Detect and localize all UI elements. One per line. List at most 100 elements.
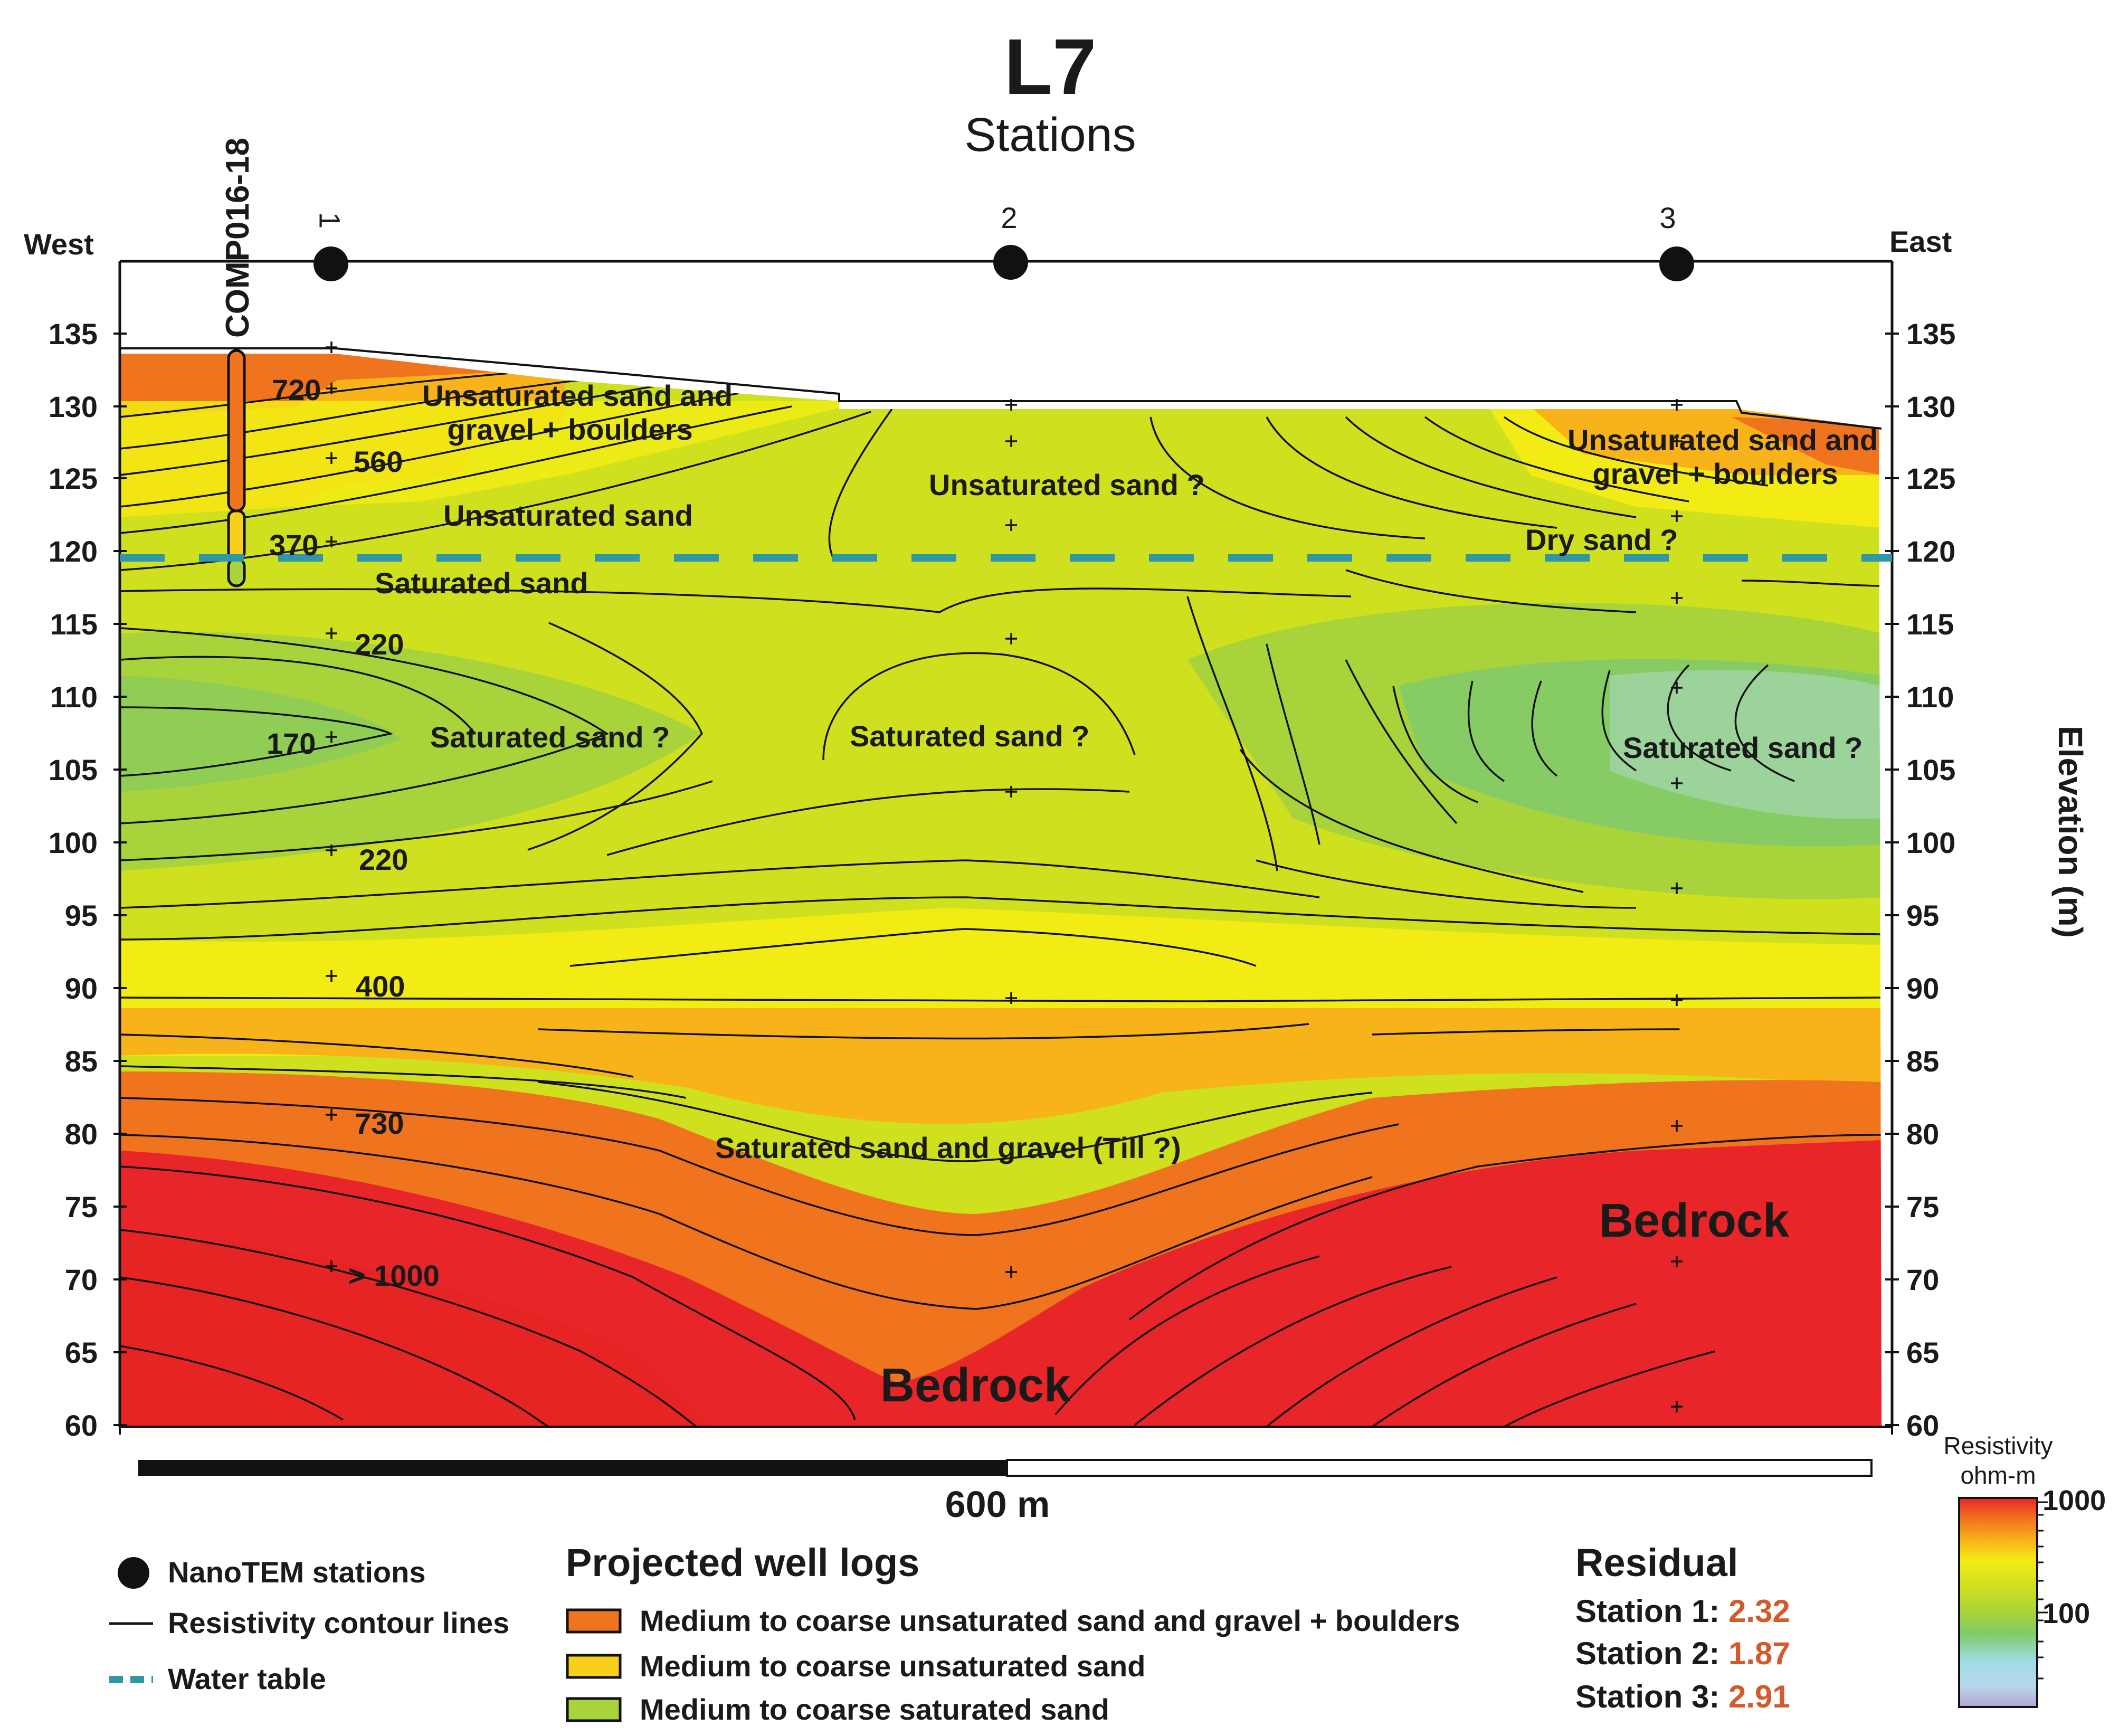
y-tick-left-90: 90 [64,972,98,1005]
residual-label-1: Station 1: [1575,1593,1720,1629]
annotation-line: Unsaturated sand and [422,379,733,412]
colorbar-unit: ohm-m [1960,1462,2036,1489]
y-tick-right-115: 115 [1906,608,1954,641]
y-tick-left-120: 120 [48,535,98,568]
stations-subtitle: Stations [964,109,1136,162]
residual-row-3: Station 3: 2.91 [1575,1678,1790,1715]
legend-stations-label: NanoTEM stations [168,1555,426,1589]
west-label: West [24,227,94,261]
residual-value-1: 2.32 [1728,1593,1790,1629]
contour-label-220-upper: 220 [355,628,404,661]
y-tick-left-75: 75 [64,1190,98,1223]
east-label: East [1889,225,1952,258]
well-log-item-3: Medium to coarse saturated sand [640,1693,1110,1726]
y-tick-left-95: 95 [64,899,98,932]
contour-label-400: 400 [356,970,405,1003]
annotation-dry-sand: Dry sand ? [1525,523,1678,556]
residual-value-3: 2.91 [1728,1679,1790,1714]
annotation-sat-sand-q-center: Saturated sand ? [850,719,1090,753]
y-tick-right-90: 90 [1906,972,1940,1005]
station-number-3: 3 [1659,201,1676,234]
y-tick-left-110: 110 [50,680,98,714]
contour-label-170: 170 [267,727,316,760]
y-tick-right-80: 80 [1906,1117,1940,1151]
annotation-unsat-sand-west: Unsaturated sand [443,499,693,532]
elevation-axis-title: Elevation (m) [2051,726,2089,938]
scale-bar-label: 600 m [945,1484,1050,1525]
station-marker-1 [313,246,348,281]
contour-label-560: 560 [354,445,403,478]
contour-label-over-1000: > 1000 [348,1259,440,1292]
annotation-line: Unsaturated sand and [1567,423,1878,457]
y-tick-right-85: 85 [1906,1045,1940,1078]
y-tick-right-135: 135 [1906,317,1956,350]
annotation-line: gravel + boulders [447,413,693,446]
annotation-bedrock-east: Bedrock [1599,1194,1790,1247]
well-log-item-1: Medium to coarse unsaturated sand and gr… [640,1604,1460,1637]
y-tick-right-70: 70 [1906,1263,1940,1296]
y-tick-right-75: 75 [1906,1190,1940,1223]
y-tick-left-135: 135 [48,317,98,350]
y-tick-left-65: 65 [64,1336,98,1369]
annotation-sat-sand-q-west: Saturated sand ? [430,720,670,754]
y-tick-right-120: 120 [1906,535,1956,568]
scale-bar-solid [138,1460,1007,1476]
scale-bar-hollow [1006,1459,1873,1477]
annotation-bedrock-center: Bedrock [880,1359,1071,1412]
residual-row-2: Station 2: 1.87 [1575,1635,1790,1672]
annotation-unsat-sand-gravel-east: Unsaturated sand and gravel + boulders [1567,423,1878,491]
residual-label-3: Station 3: [1575,1679,1720,1714]
station-marker-3 [1659,246,1694,281]
legend-water-table-label: Water table [168,1662,326,1695]
station-number-2: 2 [1001,201,1018,234]
y-tick-left-80: 80 [64,1117,98,1151]
y-tick-right-95: 95 [1906,899,1940,932]
annotation-line: gravel + boulders [1592,457,1838,490]
y-tick-right-65: 65 [1906,1336,1940,1369]
y-tick-left-105: 105 [48,753,98,786]
model-node-markers [326,341,1683,1412]
y-tick-left-100: 100 [48,826,98,859]
y-tick-left-115: 115 [50,608,98,641]
annotation-sat-sand-q-east: Saturated sand ? [1623,731,1863,764]
residual-row-1: Station 1: 2.32 [1575,1593,1790,1629]
station-marker-2 [993,245,1028,280]
well-log-column [227,349,246,587]
y-tick-left-85: 85 [64,1045,98,1078]
annotation-till: Saturated sand and gravel (Till ?) [715,1131,1181,1164]
colorbar-tick-1000: 1000 [2042,1485,2106,1516]
y-tick-left-130: 130 [48,390,98,423]
y-tick-left-60: 60 [64,1409,98,1442]
legend-contours-label: Resistivity contour lines [168,1606,510,1639]
y-tick-left-125: 125 [48,462,98,495]
annotation-unsat-sand-gravel-west: Unsaturated sand and gravel + boulders [422,379,733,447]
legend-swatch-green [566,1697,622,1722]
legend-swatch-orange [566,1608,622,1634]
annotation-unsat-sand-center: Unsaturated sand ? [929,468,1205,501]
section-title: L7 [1004,22,1097,111]
contour-label-370: 370 [269,528,319,562]
colorbar [1958,1497,2038,1708]
y-tick-right-100: 100 [1906,826,1956,859]
surface-line [120,347,1882,430]
colorbar-title: Resistivity [1943,1432,2053,1459]
y-tick-right-60: 60 [1906,1409,1940,1442]
y-tick-left-70: 70 [64,1263,98,1296]
y-tick-right-125: 125 [1906,462,1956,495]
residual-label-2: Station 2: [1575,1636,1720,1671]
well-log-item-2: Medium to coarse unsaturated sand [640,1649,1146,1683]
annotation-saturated-sand: Saturated sand [375,566,588,600]
legend-swatch-yellow [566,1654,622,1679]
colorbar-tick-100: 100 [2042,1598,2091,1629]
y-tick-right-130: 130 [1906,390,1956,423]
contour-label-720: 720 [272,373,321,406]
contour-label-730: 730 [355,1107,404,1140]
residual-value-2: 1.87 [1728,1636,1790,1671]
contour-label-220-lower: 220 [359,843,408,876]
legend-station-symbol [118,1557,149,1589]
well-logs-title: Projected well logs [566,1541,920,1585]
y-tick-right-105: 105 [1906,753,1956,786]
residual-title: Residual [1575,1541,1738,1585]
y-tick-right-110: 110 [1906,680,1954,714]
